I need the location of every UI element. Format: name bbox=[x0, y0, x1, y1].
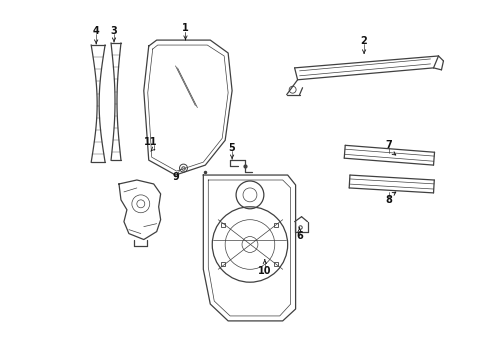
Text: 7: 7 bbox=[386, 140, 392, 150]
Text: 1: 1 bbox=[182, 23, 189, 33]
Text: 2: 2 bbox=[361, 36, 368, 46]
Text: 3: 3 bbox=[111, 26, 118, 36]
Text: 5: 5 bbox=[229, 143, 236, 153]
Text: 11: 11 bbox=[144, 137, 157, 147]
Text: 9: 9 bbox=[172, 172, 179, 182]
Text: 6: 6 bbox=[296, 230, 303, 240]
Text: 4: 4 bbox=[93, 26, 99, 36]
Text: 10: 10 bbox=[258, 266, 271, 276]
Text: 8: 8 bbox=[386, 195, 392, 205]
